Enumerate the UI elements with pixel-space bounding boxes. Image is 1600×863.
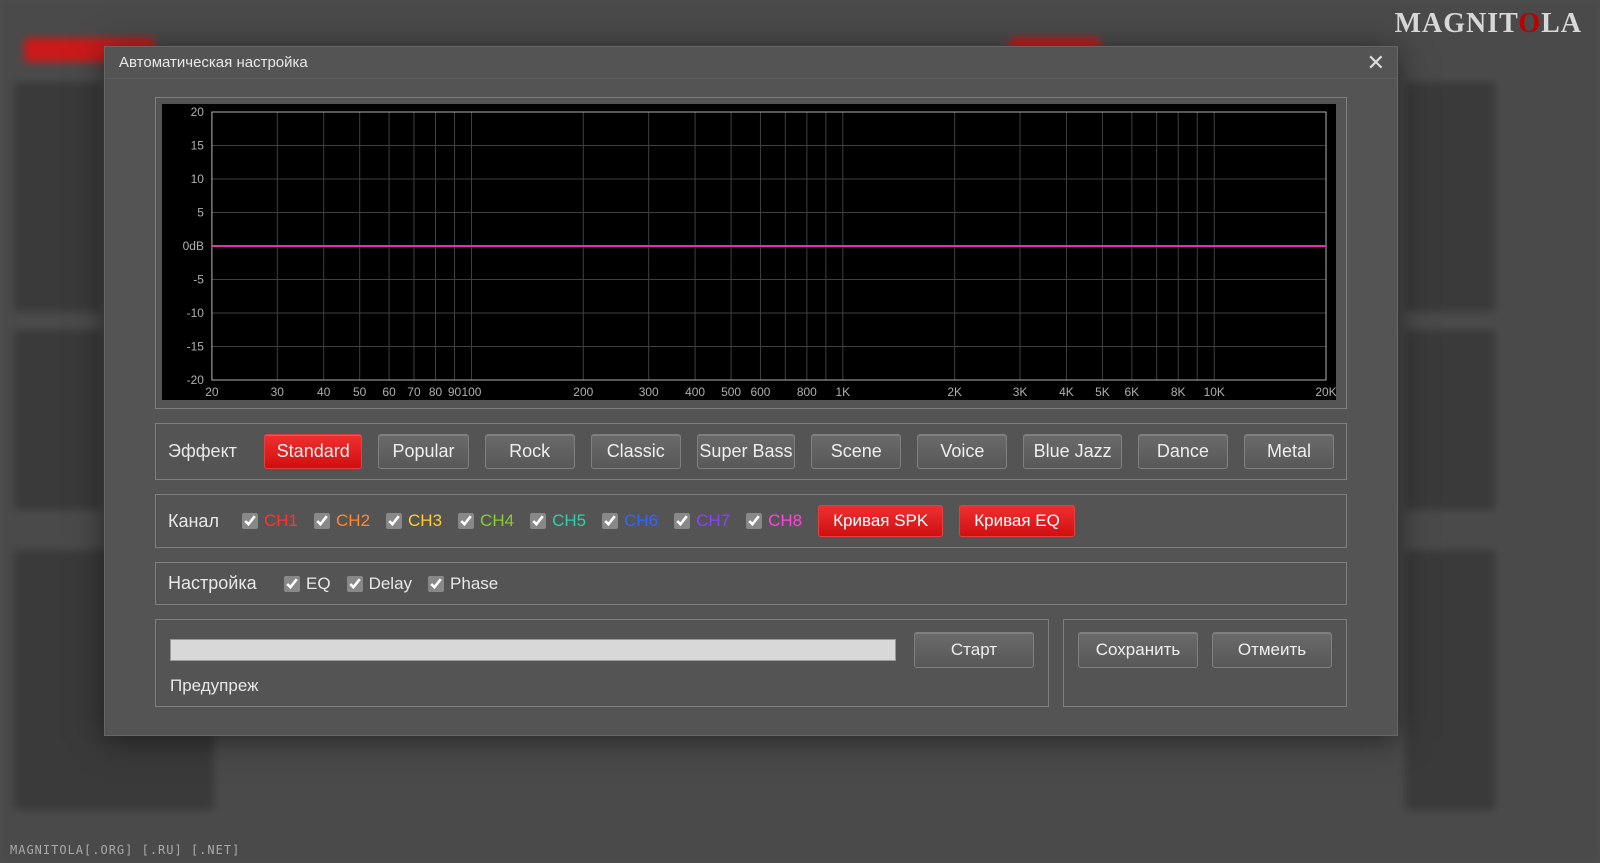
close-icon[interactable]: ✕ — [1367, 50, 1385, 76]
settings-row: Настройка EQ Delay Phase — [155, 562, 1347, 605]
dialog-titlebar: Автоматическая настройка ✕ — [105, 47, 1397, 79]
channel-ch2-checkbox[interactable]: CH2 — [314, 511, 370, 531]
svg-text:200: 200 — [573, 385, 593, 399]
channel-ch3-label: CH3 — [408, 511, 442, 531]
setting-phase-checkbox[interactable]: Phase — [428, 574, 498, 594]
channel-ch6-checkbox[interactable]: CH6 — [602, 511, 658, 531]
save-box: Сохранить Отмеить — [1063, 619, 1347, 707]
effect-blue-jazz-button[interactable]: Blue Jazz — [1023, 434, 1121, 469]
channel-ch4-label: CH4 — [480, 511, 514, 531]
svg-text:80: 80 — [429, 385, 443, 399]
svg-text:30: 30 — [271, 385, 285, 399]
channels-label: Канал — [168, 511, 226, 532]
setting-phase-label: Phase — [450, 574, 498, 594]
channel-ch8-checkbox[interactable]: CH8 — [746, 511, 802, 531]
svg-text:20: 20 — [191, 105, 205, 119]
effect-voice-button[interactable]: Voice — [917, 434, 1007, 469]
effect-super-bass-button[interactable]: Super Bass — [697, 434, 795, 469]
svg-text:50: 50 — [353, 385, 367, 399]
svg-text:6K: 6K — [1125, 385, 1140, 399]
svg-text:60: 60 — [382, 385, 396, 399]
channel-ch2-label: CH2 — [336, 511, 370, 531]
svg-text:3K: 3K — [1013, 385, 1028, 399]
channel-ch4-checkbox[interactable]: CH4 — [458, 511, 514, 531]
svg-text:1K: 1K — [836, 385, 851, 399]
channel-ch7-checkbox[interactable]: CH7 — [674, 511, 730, 531]
watermark-logo: MAGNITOLA — [1395, 8, 1582, 40]
setting-delay-checkbox[interactable]: Delay — [347, 574, 412, 594]
effect-popular-button[interactable]: Popular — [378, 434, 468, 469]
svg-text:0dB: 0dB — [183, 239, 204, 253]
channel-ch5-checkbox[interactable]: CH5 — [530, 511, 586, 531]
start-button[interactable]: Старт — [914, 632, 1034, 668]
effect-dance-button[interactable]: Dance — [1138, 434, 1228, 469]
curve-eq-button[interactable]: Кривая EQ — [959, 505, 1075, 537]
svg-text:600: 600 — [750, 385, 770, 399]
svg-text:20K: 20K — [1315, 385, 1336, 399]
channel-ch6-label: CH6 — [624, 511, 658, 531]
effect-scene-button[interactable]: Scene — [811, 434, 901, 469]
channel-ch1-checkbox[interactable]: CH1 — [242, 511, 298, 531]
footer-watermark: MAGNITOLA[.ORG] [.RU] [.NET] — [10, 843, 240, 857]
eq-chart-container: 20151050dB-5-10-15-202030405060708090100… — [155, 97, 1347, 409]
channel-ch8-label: CH8 — [768, 511, 802, 531]
effect-classic-button[interactable]: Classic — [591, 434, 681, 469]
svg-text:90: 90 — [448, 385, 462, 399]
auto-tune-dialog: Автоматическая настройка ✕ 20 15 10 5 0dB -5 -… — [104, 46, 1398, 736]
channels-row: Канал CH1 CH2 CH3 CH4 CH5 CH6 CH7 CH8 Кривая SPK… — [155, 494, 1347, 548]
svg-text:2K: 2K — [947, 385, 962, 399]
setting-eq-checkbox[interactable]: EQ — [284, 574, 331, 594]
svg-text:300: 300 — [639, 385, 659, 399]
curve-spk-button[interactable]: Кривая SPK — [818, 505, 943, 537]
effect-standard-button[interactable]: Standard — [264, 434, 362, 469]
svg-text:10K: 10K — [1204, 385, 1225, 399]
setting-eq-label: EQ — [306, 574, 331, 594]
svg-text:-15: -15 — [187, 339, 205, 353]
channel-ch7-label: CH7 — [696, 511, 730, 531]
save-button[interactable]: Сохранить — [1078, 632, 1198, 668]
channel-ch3-checkbox[interactable]: CH3 — [386, 511, 442, 531]
svg-text:15: 15 — [191, 138, 205, 152]
start-box: Старт Предупреж — [155, 619, 1049, 707]
cancel-button[interactable]: Отмеить — [1212, 632, 1332, 668]
settings-label: Настройка — [168, 573, 268, 594]
svg-text:-5: -5 — [193, 272, 204, 286]
effects-label: Эффект — [168, 441, 248, 462]
svg-text:-10: -10 — [187, 306, 205, 320]
svg-text:100: 100 — [462, 385, 482, 399]
progress-bar — [170, 639, 896, 661]
svg-text:800: 800 — [797, 385, 817, 399]
svg-text:8K: 8K — [1171, 385, 1186, 399]
effects-row: Эффект Standard Popular Rock Classic Super B… — [155, 423, 1347, 480]
warning-label: Предупреж — [170, 676, 1034, 696]
effect-metal-button[interactable]: Metal — [1244, 434, 1334, 469]
eq-chart: 20151050dB-5-10-15-202030405060708090100… — [162, 104, 1336, 400]
channel-ch1-label: CH1 — [264, 511, 298, 531]
svg-text:40: 40 — [317, 385, 331, 399]
effect-rock-button[interactable]: Rock — [485, 434, 575, 469]
channel-ch5-label: CH5 — [552, 511, 586, 531]
svg-text:70: 70 — [407, 385, 421, 399]
dialog-title: Автоматическая настройка — [119, 54, 308, 71]
svg-text:4K: 4K — [1059, 385, 1074, 399]
svg-text:5K: 5K — [1095, 385, 1110, 399]
svg-text:500: 500 — [721, 385, 741, 399]
svg-text:20: 20 — [205, 385, 219, 399]
svg-text:-20: -20 — [187, 373, 205, 387]
svg-text:10: 10 — [191, 172, 205, 186]
svg-text:5: 5 — [197, 205, 204, 219]
svg-text:400: 400 — [685, 385, 705, 399]
setting-delay-label: Delay — [369, 574, 412, 594]
